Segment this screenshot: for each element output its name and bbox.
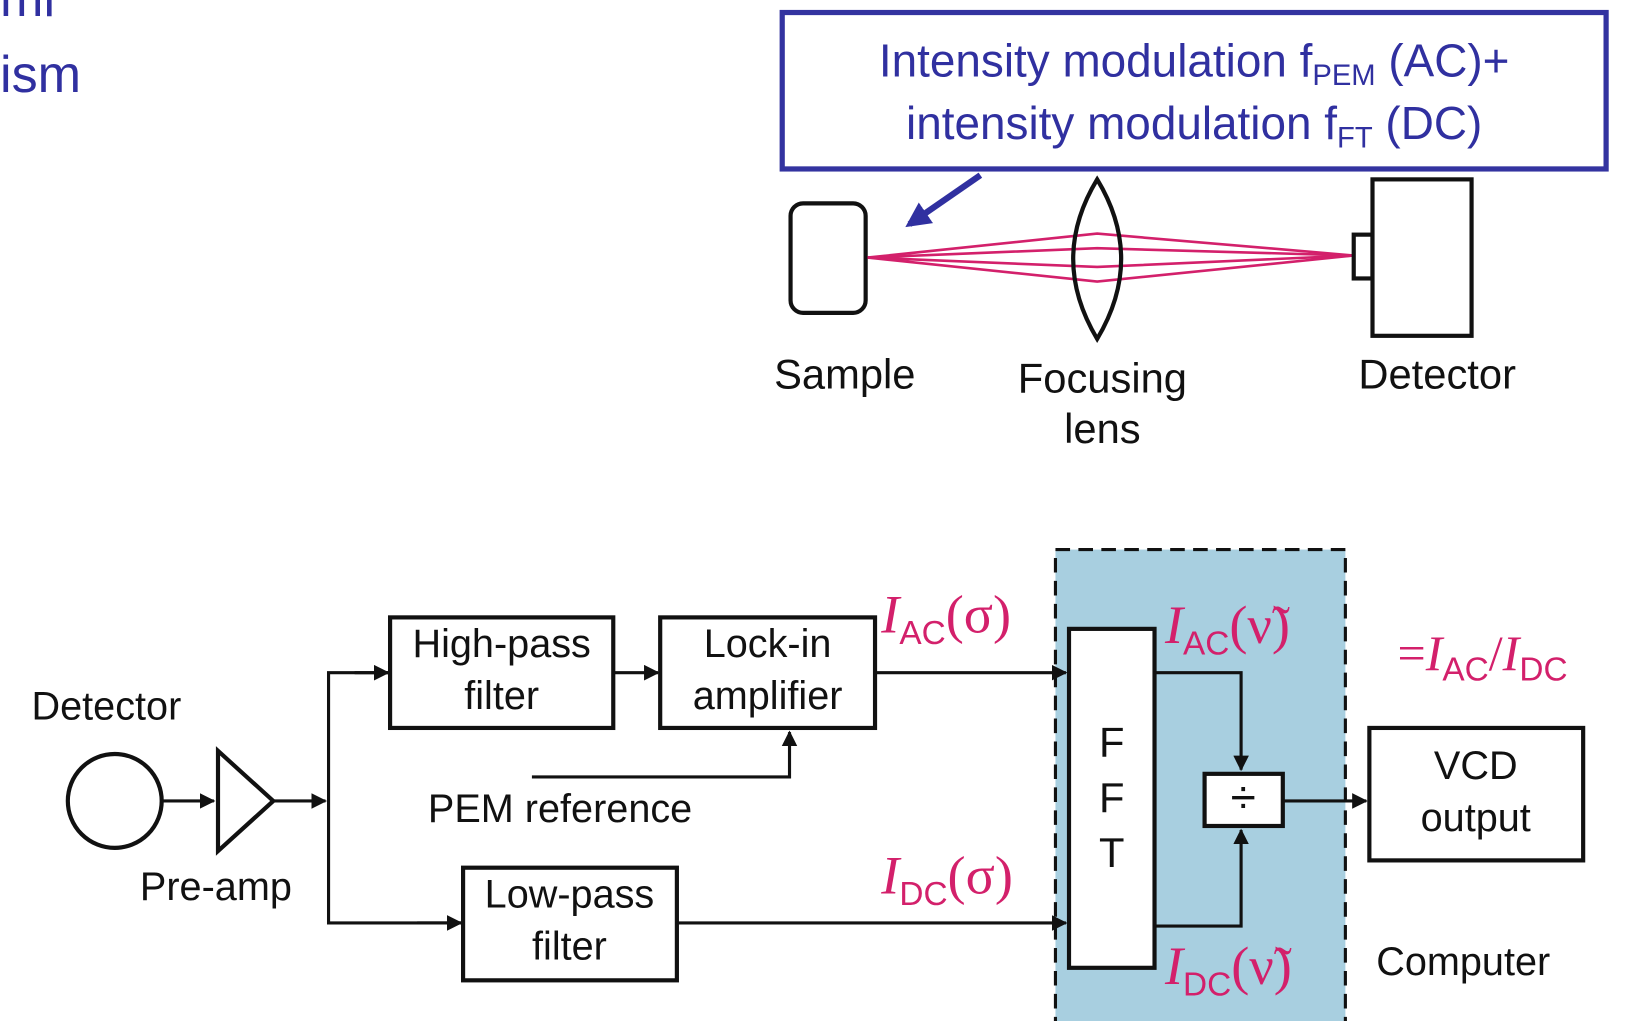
lockin-box [658,615,878,731]
signal-label: IDC(σ) [880,846,1013,913]
detector-symbol [65,751,164,850]
text-part: AC [1183,625,1229,662]
text-part: DC [1519,651,1567,688]
text-part: / [1489,626,1503,682]
label: Focusing [1018,355,1187,402]
text-part: I [880,585,902,645]
label: filter [532,925,607,969]
sample [788,201,868,315]
text-part: I [1164,595,1186,655]
label: T [1099,829,1124,876]
label: Low-pass [485,872,655,916]
text-part: (σ) [948,846,1013,906]
text-part: (DC) [1373,97,1483,149]
callout-box [779,9,1609,172]
text-part: = [1398,626,1426,682]
lens [1071,175,1124,344]
side-text: ism [0,46,81,104]
callout-line: intensity modulation fFT (DC) [906,97,1482,154]
text-part: PEM [1312,60,1375,92]
detector-window [1351,232,1375,281]
preamp-symbol [215,746,277,856]
fft-box [1066,626,1157,970]
highpass-box [387,615,616,731]
label: amplifier [693,674,843,718]
label: Sample [774,351,915,398]
text-part: I [1502,626,1522,682]
label: lens [1064,405,1141,452]
label: F [1099,719,1124,766]
text-part: intensity modulation f [906,97,1337,149]
label: filter [464,674,539,718]
label: output [1421,796,1531,840]
label: Detector [1358,351,1516,398]
label: PEM reference [428,787,692,831]
signal-label: IDC(ν̃) [1164,936,1292,1003]
text-part: AC [899,615,945,652]
label: Computer [1376,940,1550,984]
text-part: FT [1337,122,1373,154]
detector [1370,177,1474,338]
side-text: ml [0,0,55,28]
signal-label: IAC(σ) [880,585,1011,652]
text-part: AC [1442,651,1488,688]
text-part: I [1164,936,1186,996]
wire [1154,671,1249,772]
label: ÷ [1231,771,1256,823]
text-part: (σ) [946,585,1011,645]
signal-label: IAC(ν̃) [1164,595,1290,662]
callout-line: Intensity modulation fPEM (AC)+ [879,35,1510,92]
callout-arrow [905,172,983,228]
label: Lock-in [704,622,832,666]
text-part: (ν̃) [1231,936,1292,996]
lowpass-box [460,865,679,983]
text-part: (AC)+ [1376,35,1510,87]
label: Pre-amp [140,865,292,909]
label: High-pass [412,622,590,666]
wire [1154,828,1249,928]
ratio-label: =IAC/IDC [1398,626,1568,689]
text-part: Intensity modulation f [879,35,1313,87]
text-part: (ν̃) [1229,595,1290,655]
text-part: I [880,846,902,906]
text-part: DC [1183,966,1231,1003]
text-part: DC [899,876,947,913]
wire [531,730,798,779]
vcd-box [1367,725,1586,863]
text-part: I [1425,626,1445,682]
label: Detector [32,685,182,729]
label: F [1099,774,1124,821]
label: VCD [1434,744,1518,788]
beam [867,232,1354,283]
